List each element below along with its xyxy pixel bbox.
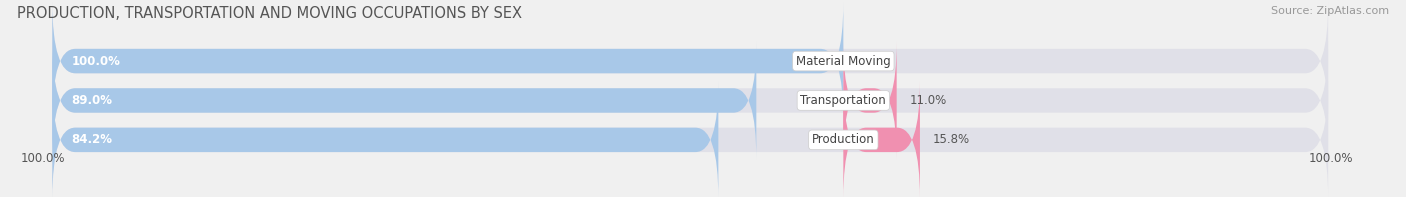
Text: Source: ZipAtlas.com: Source: ZipAtlas.com	[1271, 6, 1389, 16]
Text: 15.8%: 15.8%	[932, 133, 970, 146]
Text: 84.2%: 84.2%	[72, 133, 112, 146]
Text: 89.0%: 89.0%	[72, 94, 112, 107]
FancyBboxPatch shape	[844, 42, 897, 159]
Text: 100.0%: 100.0%	[72, 55, 121, 68]
FancyBboxPatch shape	[52, 2, 1329, 120]
Text: Material Moving: Material Moving	[796, 55, 891, 68]
FancyBboxPatch shape	[52, 81, 718, 197]
Text: 100.0%: 100.0%	[1309, 152, 1354, 165]
Text: 11.0%: 11.0%	[910, 94, 946, 107]
FancyBboxPatch shape	[52, 81, 1329, 197]
Text: 100.0%: 100.0%	[21, 152, 65, 165]
FancyBboxPatch shape	[52, 42, 756, 159]
FancyBboxPatch shape	[844, 81, 920, 197]
FancyBboxPatch shape	[52, 2, 844, 120]
Text: Production: Production	[811, 133, 875, 146]
FancyBboxPatch shape	[52, 42, 1329, 159]
Text: Transportation: Transportation	[800, 94, 886, 107]
Text: 0.0%: 0.0%	[862, 55, 891, 68]
Text: PRODUCTION, TRANSPORTATION AND MOVING OCCUPATIONS BY SEX: PRODUCTION, TRANSPORTATION AND MOVING OC…	[17, 6, 522, 21]
